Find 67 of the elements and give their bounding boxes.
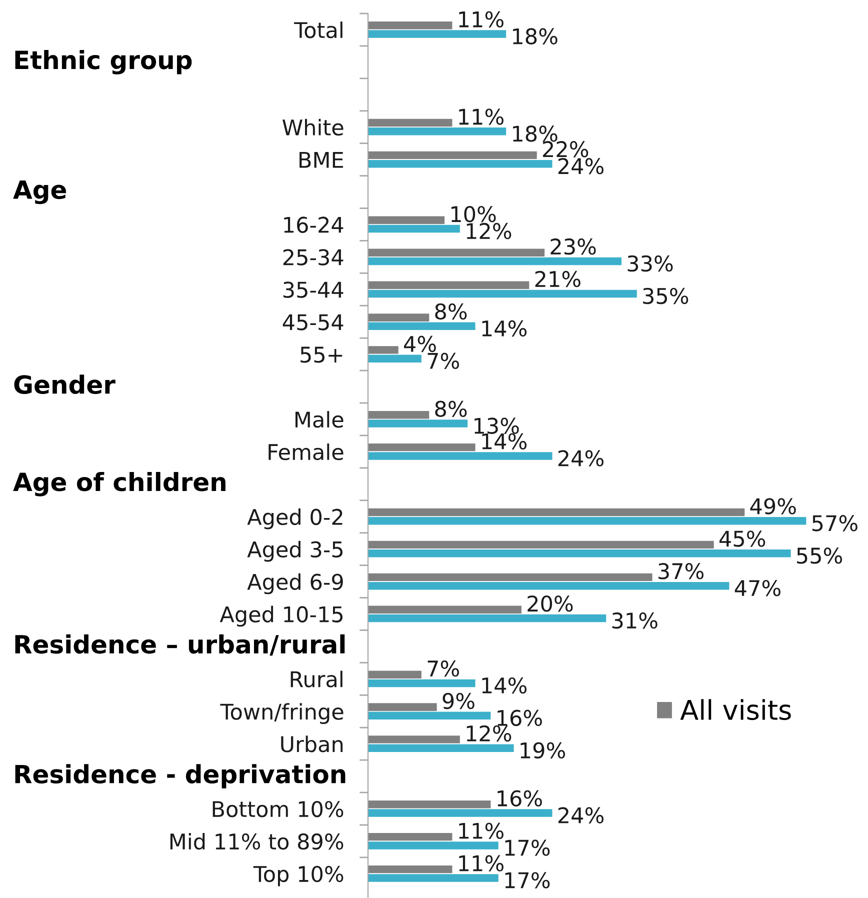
y-tick-label: 16-24 (284, 216, 344, 233)
data-label: 19% (520, 742, 566, 759)
y-tick-label: Aged 6-9 (247, 573, 343, 594)
data-label: 13% (474, 418, 519, 434)
data-label: 12% (466, 222, 512, 240)
data-label: 8% (435, 400, 467, 418)
y-tick-label: BME (300, 152, 344, 168)
y-tick-label: Aged 10-15 (220, 606, 343, 627)
y-tick-label: White (282, 118, 344, 136)
data-label: 21% (535, 270, 580, 288)
y-tick-label: Rural (290, 670, 342, 688)
data-label: 11% (459, 108, 504, 125)
data-label: 11% (459, 855, 504, 872)
y-tick-label: Female (268, 444, 344, 460)
y-tick-label: 45-54 (282, 314, 344, 330)
data-label: 23% (550, 238, 596, 255)
text: Age (13, 180, 66, 204)
data-label: 16% (498, 790, 542, 807)
data-label: 55% (797, 548, 842, 564)
data-label: 4% (404, 336, 436, 352)
data-label: 9% (442, 692, 474, 710)
y-tick-label: Mid 11% to 89% (170, 833, 344, 850)
data-label: 17% (505, 840, 550, 856)
y-tick-label: Top 10% (253, 866, 344, 886)
data-label: 18% (513, 28, 558, 44)
data-label: 20% (528, 595, 573, 612)
data-label: 11% (459, 822, 504, 839)
y-tick-label: Male (296, 411, 344, 428)
data-label: 12% (466, 725, 512, 742)
data-label: 31% (612, 612, 658, 629)
data-label: 7% (428, 660, 459, 677)
data-label: 24% (558, 450, 604, 466)
y-tick-label: Total (294, 22, 342, 38)
y-tick-label: Bottom 10% (212, 800, 344, 818)
data-label: 11% (459, 11, 504, 28)
data-label: 33% (628, 255, 673, 272)
data-label: 45% (719, 530, 766, 547)
y-tick-label: Urban (281, 736, 343, 752)
data-label: 14% (482, 677, 527, 694)
data-label: 49% (750, 498, 796, 514)
text: Residence – urban/rural (15, 634, 345, 656)
data-label: 24% (558, 807, 604, 824)
y-tick-label: Aged 0-2 (247, 508, 342, 530)
data-label: 57% (812, 515, 858, 532)
y-tick-label: Aged 3-5 (247, 540, 343, 562)
data-label: 18% (513, 126, 558, 142)
data-label: 17% (505, 872, 550, 888)
data-label: 24% (558, 158, 604, 174)
data-label: 10% (451, 206, 496, 222)
data-label: 8% (435, 303, 467, 320)
data-label: 7% (428, 352, 459, 370)
data-label: 14% (482, 320, 527, 337)
data-label: 47% (734, 580, 780, 596)
y-tick-label: 35-44 (283, 282, 344, 298)
text: Age of children (13, 472, 226, 496)
text: Residence - deprivation (15, 764, 346, 788)
data-label: 16% (498, 710, 542, 726)
data-label: 37% (658, 563, 704, 580)
y-tick-label: Town/fringe (220, 703, 344, 724)
data-label: 22% (543, 141, 588, 158)
y-tick-label: 25-34 (283, 249, 344, 266)
text: Ethnic group (15, 50, 192, 74)
text: Gender (14, 374, 116, 394)
data-label: 35% (643, 288, 688, 304)
data-label: 14% (482, 433, 527, 450)
y-tick-label: 55+ (300, 346, 342, 363)
legend-label: All visits (680, 699, 791, 720)
